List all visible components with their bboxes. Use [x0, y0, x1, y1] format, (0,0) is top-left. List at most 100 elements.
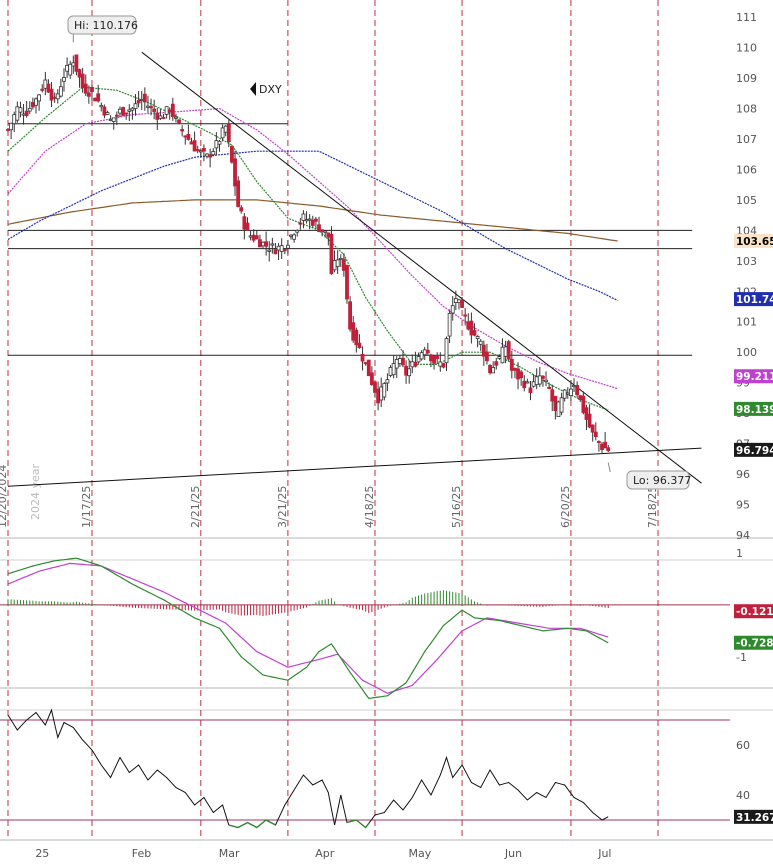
candle-body: [242, 216, 247, 230]
price-tick-label: 111: [736, 11, 757, 24]
candle-body: [55, 93, 60, 100]
candle-body: [105, 112, 110, 115]
candle-body: [236, 180, 241, 207]
candle-body: [40, 88, 45, 91]
candle-body: [83, 83, 88, 94]
candle-body: [208, 154, 213, 158]
candle-body: [258, 239, 262, 248]
rsi-line: [7, 708, 609, 829]
candle-body: [180, 129, 185, 132]
candle-body: [463, 314, 468, 317]
candle-body: [313, 218, 318, 222]
candle-body: [9, 122, 14, 131]
candle-body: [593, 431, 598, 437]
candle-body: [167, 109, 172, 113]
candle-body: [99, 105, 104, 108]
candle-body: [118, 108, 122, 114]
candle-body: [86, 92, 91, 97]
macd-badge: [734, 635, 773, 650]
date-marker-label: 7/18/25: [646, 486, 659, 528]
candle-body: [152, 108, 157, 112]
candle-body: [6, 128, 10, 131]
rsi-oversold-segment: [228, 819, 276, 829]
candle-body: [553, 395, 558, 412]
date-marker-label: 5/16/25: [450, 486, 463, 528]
candle-body: [285, 244, 290, 249]
candle-body: [220, 127, 225, 139]
candle-body: [65, 64, 69, 72]
price-badge: [734, 234, 773, 249]
candle-body: [531, 381, 536, 387]
candle-body: [289, 234, 293, 237]
candle-body: [485, 351, 489, 362]
candle-body: [385, 379, 390, 384]
candle-body: [223, 125, 228, 133]
candle-body: [522, 380, 527, 389]
candle-body: [441, 363, 446, 368]
trendline: [7, 447, 702, 487]
candle-body: [323, 230, 328, 233]
price-tick-label: 96: [736, 468, 750, 481]
candle-body: [444, 338, 449, 364]
candle-body: [264, 241, 269, 247]
price-badge-label: 103.65: [736, 236, 773, 248]
date-marker-label: 4/18/25: [363, 486, 376, 528]
candle-body: [226, 123, 231, 142]
price-badge: [734, 401, 773, 416]
candle-body: [416, 356, 421, 363]
candle-body: [248, 235, 253, 238]
candle-body: [273, 249, 278, 255]
candle-body: [155, 112, 160, 120]
price-badge: [734, 369, 773, 384]
macd-tick-label: -1: [736, 651, 747, 664]
candle-body: [58, 86, 63, 97]
candle-body: [481, 344, 486, 357]
candle-body: [541, 375, 545, 379]
candle-body: [46, 83, 51, 93]
candle-body: [472, 330, 477, 336]
candle-body: [34, 98, 38, 106]
month-axis-label: May: [409, 847, 432, 860]
candle-body: [366, 359, 371, 377]
date-marker-label: 6/20/25: [559, 486, 572, 528]
price-tick-label: 100: [736, 346, 757, 359]
candle-body: [466, 321, 471, 330]
rsi-oversold-segment: [346, 819, 370, 829]
date-marker-label: 2/21/25: [189, 486, 202, 528]
candle-body: [74, 54, 79, 72]
ma-short-line: [7, 86, 609, 411]
candle-body: [230, 145, 234, 163]
candle-body: [251, 234, 256, 241]
candle-body: [550, 389, 555, 402]
candle-body: [96, 93, 101, 102]
candle-body: [158, 115, 163, 119]
rsi-tick-label: 40: [736, 789, 750, 802]
candle-body: [111, 117, 116, 123]
candle-body: [354, 329, 359, 346]
candle-body: [559, 397, 564, 413]
candle-body: [425, 349, 430, 354]
candle-body: [15, 106, 20, 121]
month-axis-label: 25: [35, 847, 49, 860]
price-tick-label: 108: [736, 103, 757, 116]
candle-body: [413, 361, 418, 367]
price-badge-label: 98.139: [736, 404, 773, 416]
candle-body: [572, 385, 576, 388]
candle-body: [267, 249, 272, 252]
candle-body: [534, 376, 539, 386]
candle-body: [77, 69, 82, 78]
macd-signal-line: [7, 562, 609, 694]
hi-callout-box: [67, 15, 137, 35]
macd-badge: [734, 604, 773, 619]
price-tick-label: 95: [736, 498, 750, 511]
candle-body: [338, 258, 343, 261]
candle-body: [348, 301, 353, 330]
symbol-label: DXY: [259, 83, 282, 96]
candle-body: [435, 356, 440, 360]
candle-body: [90, 86, 94, 92]
month-axis-label: Feb: [132, 847, 151, 860]
candle-body: [401, 357, 405, 366]
rsi-tick-label: 60: [736, 739, 750, 752]
candle-body: [192, 140, 197, 152]
